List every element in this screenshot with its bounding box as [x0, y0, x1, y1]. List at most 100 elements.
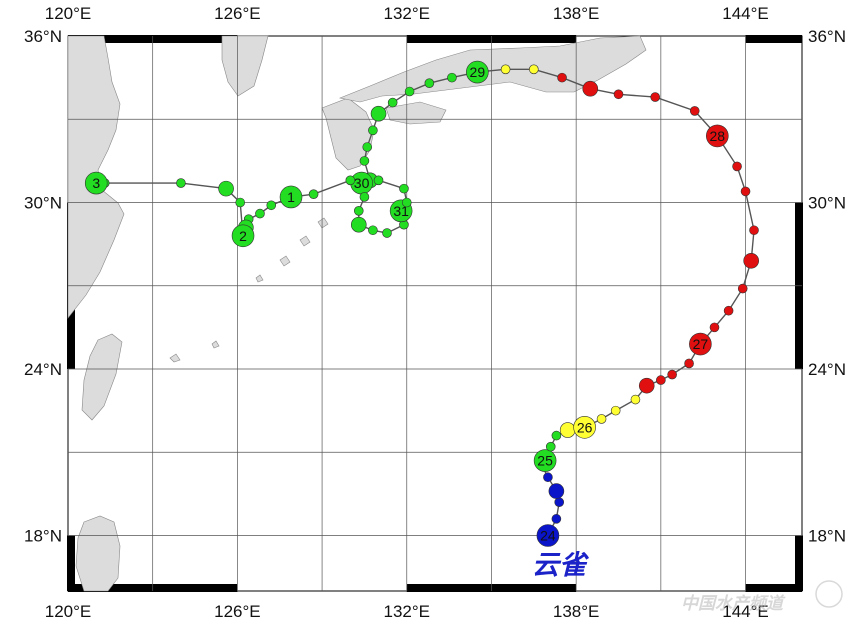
watermark-text: 中国水产频道 — [681, 594, 786, 614]
track-point — [582, 80, 599, 97]
track-point-day-24 — [536, 524, 560, 547]
track-point-day-3 — [84, 171, 108, 195]
track-point-day-27 — [689, 332, 712, 356]
track-point — [667, 369, 677, 380]
map-area — [67, 35, 803, 592]
track-point — [650, 92, 661, 102]
track-point — [373, 175, 384, 186]
track-point — [551, 430, 562, 441]
lat-label-right: 24°N — [808, 360, 846, 379]
lat-label-left: 36°N — [24, 27, 62, 46]
ryukyu-islands — [169, 217, 329, 363]
lon-label-bottom: 120°E — [45, 602, 92, 621]
korea-peninsula — [221, 35, 269, 97]
track-point — [500, 64, 511, 75]
track-point — [266, 200, 277, 211]
track-point-day-1 — [279, 185, 303, 209]
lon-label-bottom: 144°E — [722, 602, 769, 621]
track-point — [638, 377, 655, 394]
luzon — [75, 515, 121, 592]
track-point — [529, 64, 539, 75]
track-point — [610, 405, 621, 416]
track-point — [399, 183, 409, 194]
track-point — [596, 414, 607, 424]
track-point — [353, 206, 364, 216]
track-point — [368, 225, 378, 236]
day-label: 29 — [470, 64, 486, 80]
lon-label-bottom: 132°E — [384, 602, 431, 621]
track-point — [176, 178, 186, 188]
lat-label-right: 18°N — [808, 527, 846, 546]
axis-labels: 120°E 120°E 126°E 126°E 132°E 132°E 138°E 138°E… — [24, 4, 846, 621]
track-point — [447, 72, 457, 83]
track-point — [359, 192, 370, 202]
track-point — [308, 189, 319, 199]
day-label: 24 — [540, 528, 556, 544]
track-point — [404, 86, 415, 97]
track-point — [559, 422, 576, 438]
lon-label-top: 144°E — [722, 4, 769, 23]
track-point — [749, 225, 759, 236]
lat-label-right: 30°N — [808, 194, 846, 213]
japan-shikoku — [385, 101, 447, 125]
day-label: 27 — [693, 336, 709, 352]
track-point — [545, 441, 556, 452]
lat-label-left: 30°N — [24, 194, 62, 213]
track-point — [740, 186, 751, 197]
track-point — [689, 106, 700, 116]
frame-bar — [795, 535, 803, 591]
track-point — [709, 322, 720, 333]
track-point-day-2 — [231, 224, 255, 248]
lon-label-top: 138°E — [553, 4, 600, 23]
track-point — [723, 305, 734, 316]
track-point-day-25 — [533, 449, 557, 472]
track-point — [387, 97, 398, 108]
track-point — [350, 216, 367, 233]
frame-bar — [745, 584, 802, 592]
frame-bar — [745, 35, 802, 43]
watermark: 中国水产频道 — [681, 580, 843, 614]
japan-kyushu — [321, 97, 375, 171]
japan-honshu — [338, 35, 647, 103]
frame-bar — [67, 535, 75, 591]
track-point — [382, 228, 392, 238]
day-label: 1 — [287, 189, 295, 205]
day-label: 26 — [577, 419, 593, 435]
track-point — [543, 472, 553, 483]
lon-label-top: 120°E — [45, 4, 92, 23]
map-frame — [67, 35, 803, 592]
day-label: 28 — [710, 128, 726, 144]
track-point — [368, 125, 378, 136]
lon-label-top: 126°E — [214, 4, 261, 23]
track-point — [370, 105, 387, 122]
day-label: 30 — [354, 175, 370, 191]
track-point — [743, 252, 759, 269]
track-point — [255, 208, 265, 219]
track-point — [613, 89, 624, 100]
day-label: 3 — [92, 175, 100, 191]
track-point-day-26 — [573, 415, 596, 439]
land-masses — [67, 35, 647, 592]
track-point — [551, 514, 562, 524]
storm-name: 云雀 — [532, 550, 590, 581]
lat-label-left: 18°N — [24, 527, 62, 546]
track-point — [656, 375, 666, 385]
track-point — [235, 197, 246, 208]
track-point — [401, 197, 412, 208]
lon-label-bottom: 126°E — [214, 602, 261, 621]
graticule — [68, 36, 802, 591]
day-label: 2 — [239, 228, 247, 244]
track-point — [359, 156, 370, 166]
track-point — [630, 394, 641, 405]
track-point — [362, 142, 373, 152]
track-point — [732, 161, 742, 172]
track-point — [737, 283, 748, 294]
globe-icon — [815, 580, 843, 608]
taiwan — [81, 333, 123, 421]
track-point — [345, 175, 356, 186]
lon-label-top: 132°E — [384, 4, 431, 23]
track-point — [684, 358, 694, 369]
track-point — [548, 483, 565, 499]
